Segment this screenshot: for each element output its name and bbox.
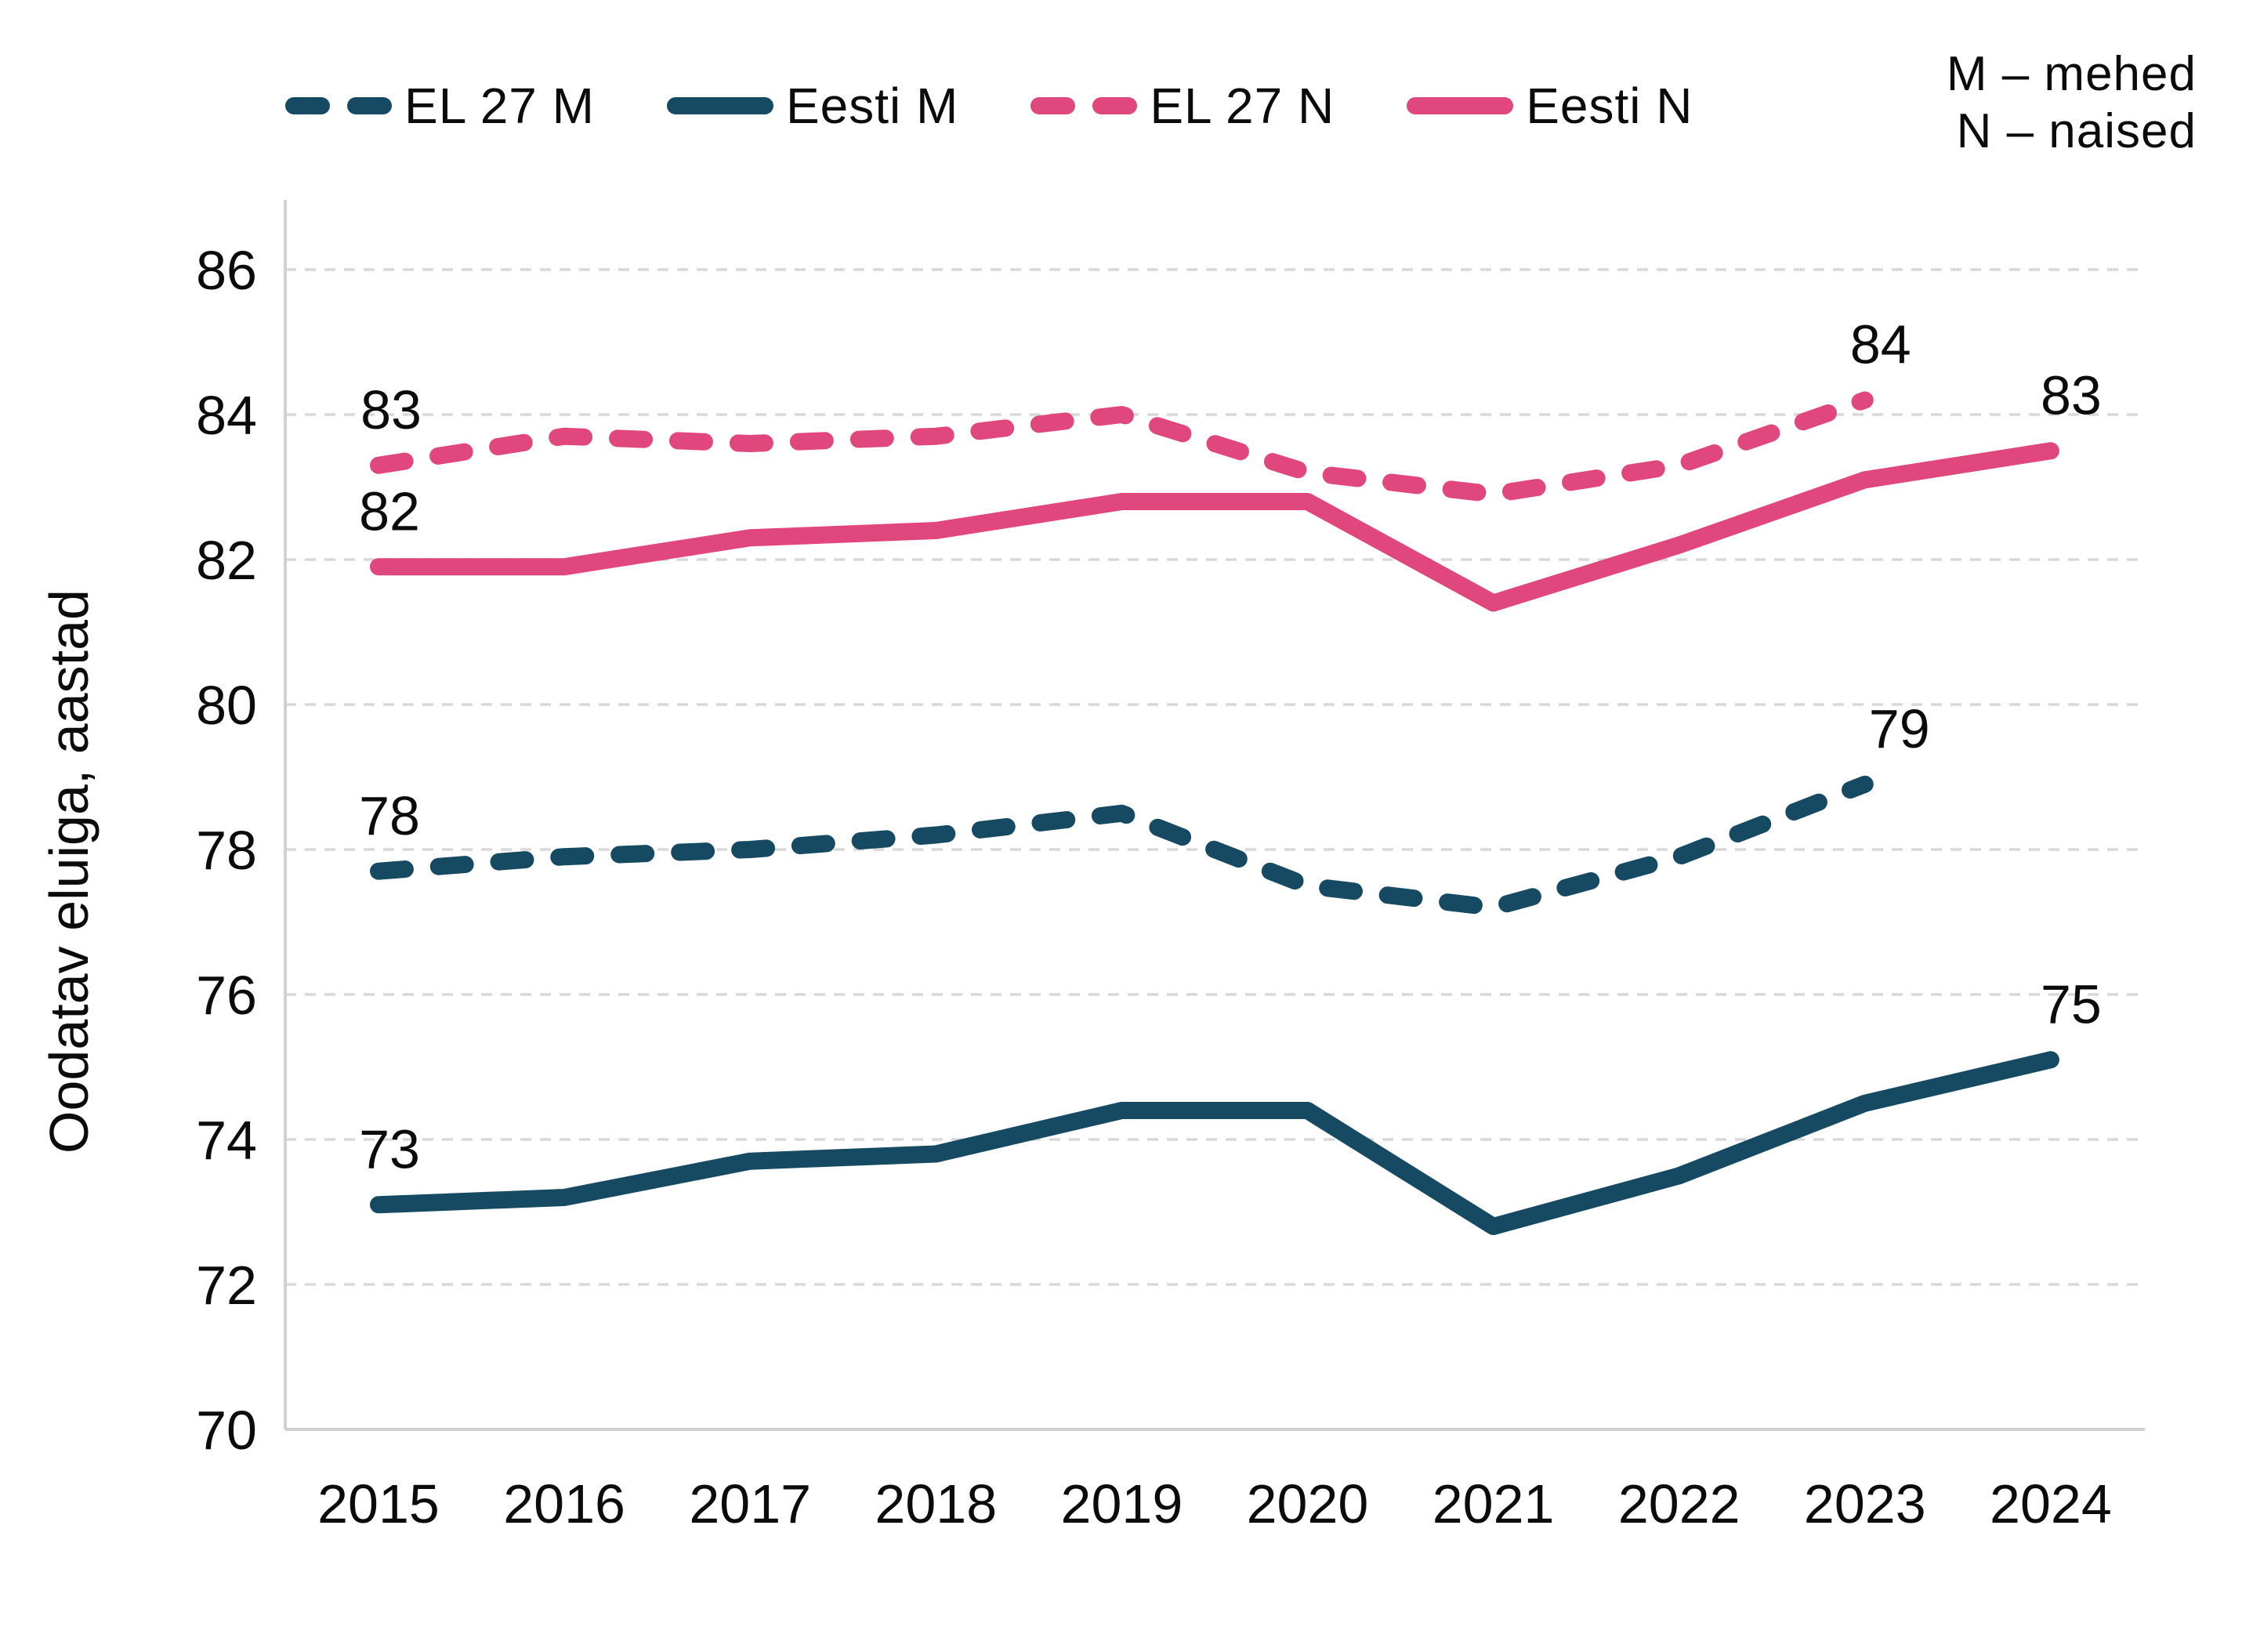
x-tick-label: 2023: [1804, 1473, 1926, 1534]
legend: EL 27 M Eesti M EL 27 N Eesti N: [285, 77, 1693, 135]
x-tick-label: 2015: [317, 1473, 440, 1534]
y-tick-label: 80: [196, 675, 257, 736]
legend-item-label: EL 27 M: [404, 78, 595, 134]
legend-item-label: EL 27 N: [1150, 78, 1335, 134]
legend-item-el27-n: EL 27 N: [1030, 77, 1335, 135]
data-label: 82: [359, 480, 420, 542]
legend-note: M – mehed N – naised: [1947, 45, 2197, 160]
legend-swatch-bar: [1092, 97, 1138, 114]
legend-swatch-bar: [347, 97, 392, 114]
dashed-line-swatch: [285, 97, 392, 114]
x-tick-label: 2016: [503, 1473, 625, 1534]
y-tick-label: 70: [196, 1400, 257, 1461]
legend-item-label: Eesti M: [785, 78, 959, 134]
data-label: 73: [359, 1118, 420, 1179]
solid-line-swatch: [666, 97, 773, 114]
legend-swatch-bar: [666, 97, 773, 114]
series-line-eesti-n: [370, 442, 2059, 612]
legend-swatch-bar: [1407, 97, 1514, 114]
y-tick-label: 82: [196, 530, 257, 591]
y-tick-label: 84: [196, 385, 257, 446]
solid-line-swatch: [1407, 97, 1514, 114]
dashed-line-swatch: [1030, 97, 1138, 114]
x-tick-label: 2018: [875, 1473, 997, 1534]
legend-note-line-n: N – naised: [1956, 104, 2197, 159]
x-tick-label: 2022: [1618, 1473, 1740, 1534]
data-label: 78: [359, 785, 420, 846]
y-tick-label: 72: [196, 1255, 257, 1316]
x-tick-label: 2017: [689, 1473, 811, 1534]
y-axis-title: Oodatav eluiga, aastad: [38, 589, 100, 1154]
legend-note-line-m: M – mehed: [1946, 47, 2197, 101]
y-tick-label: 78: [196, 820, 257, 881]
legend-swatch-bar: [285, 97, 330, 114]
x-tick-label: 2024: [1990, 1473, 2112, 1534]
data-label: 84: [1850, 314, 1911, 375]
y-tick-label: 86: [196, 240, 257, 301]
series-line-el-27-m: [370, 775, 1874, 916]
data-label: 83: [360, 379, 422, 440]
data-label: 83: [2041, 364, 2102, 426]
legend-item-eesti-n: Eesti N: [1407, 77, 1693, 135]
data-label: 75: [2041, 973, 2102, 1034]
legend-item-el27-m: EL 27 M: [285, 77, 595, 135]
x-tick-label: 2021: [1432, 1473, 1555, 1534]
legend-item-eesti-m: Eesti M: [666, 77, 959, 135]
y-tick-label: 74: [196, 1110, 257, 1171]
legend-item-label: Eesti N: [1526, 78, 1693, 134]
y-tick-label: 76: [196, 965, 257, 1026]
x-tick-label: 2020: [1247, 1473, 1369, 1534]
series-line-eesti-m: [370, 1051, 2059, 1235]
series-line-el-27-n: [370, 391, 1874, 503]
x-tick-label: 2019: [1061, 1473, 1183, 1534]
legend-swatch-bar: [1030, 97, 1076, 114]
data-label: 79: [1869, 698, 1930, 759]
